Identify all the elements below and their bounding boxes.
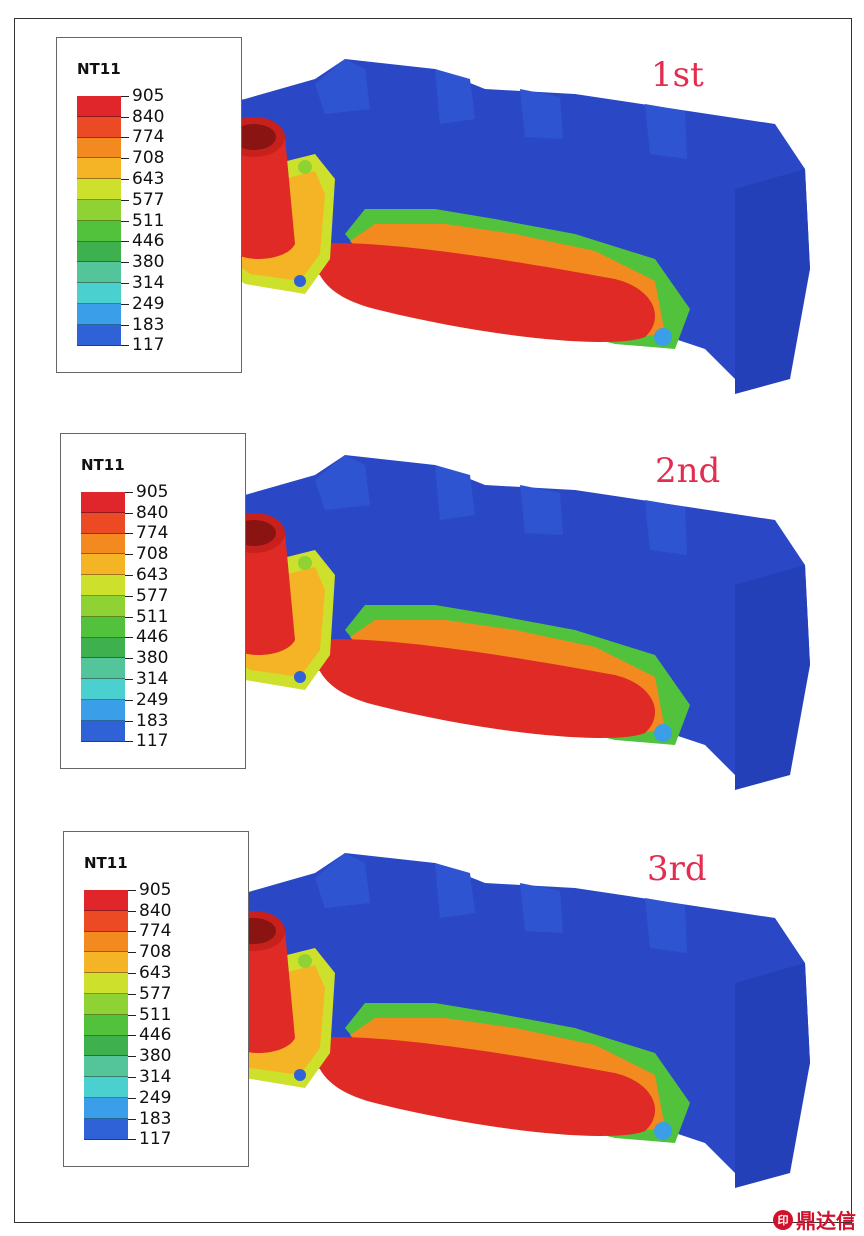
- legend-value: 511: [139, 1004, 172, 1025]
- legend-title: NT11: [81, 456, 125, 474]
- panel-2nd: NT11 905 840 774 708 643: [15, 415, 853, 815]
- legend-swatch: [77, 262, 121, 284]
- legend-value: 840: [136, 502, 169, 523]
- legend-title: NT11: [84, 854, 128, 872]
- legend-swatch: [84, 1118, 128, 1140]
- legend-swatch: [81, 699, 125, 721]
- legend-value: 905: [139, 879, 172, 900]
- legend-value: 117: [139, 1129, 172, 1150]
- legend-value: 643: [132, 169, 165, 190]
- legend-color-bar: [77, 96, 121, 346]
- legend-value: 840: [132, 106, 165, 127]
- legend-swatch: [84, 931, 128, 953]
- legend-value: 511: [136, 606, 169, 627]
- legend-swatch: [84, 1077, 128, 1098]
- legend-swatch: [84, 973, 128, 994]
- legend-swatch: [81, 616, 125, 638]
- legend-swatch: [84, 890, 128, 911]
- legend-swatch: [81, 658, 125, 680]
- legend-value: 380: [139, 1046, 172, 1067]
- legend-swatch: [81, 595, 125, 617]
- legend-swatch: [84, 1056, 128, 1078]
- legend-swatch: [84, 952, 128, 974]
- legend-value: 314: [139, 1067, 172, 1088]
- legend-swatch: [81, 554, 125, 576]
- legend-labels: 905 840 774 708 643 577 511 446 380 314 …: [128, 880, 171, 1150]
- legend-value: 117: [136, 731, 169, 752]
- legend-swatch: [77, 137, 121, 159]
- legend-value: 183: [132, 314, 165, 335]
- legend-swatch: [84, 1097, 128, 1119]
- legend-value: 774: [132, 127, 165, 148]
- legend-swatch: [77, 96, 121, 117]
- legend-value: 183: [139, 1108, 172, 1129]
- figure-frame: NT11 905 840 774 708 643: [14, 18, 852, 1223]
- legend-value: 708: [139, 942, 172, 963]
- legend-box: NT11 905 840 774 708 643: [56, 37, 242, 373]
- legend-value: 249: [136, 689, 169, 710]
- legend-value: 314: [136, 669, 169, 690]
- iteration-label: 3rd: [647, 849, 707, 889]
- legend-swatch: [81, 720, 125, 742]
- watermark-logo: 印 鼎达信: [773, 1205, 856, 1234]
- legend-swatch: [77, 303, 121, 325]
- legend-swatch: [81, 575, 125, 596]
- legend-swatch: [81, 637, 125, 659]
- legend-value: 577: [139, 983, 172, 1004]
- legend-swatch: [77, 179, 121, 200]
- legend-box: NT11 905 840 774 708 643: [60, 433, 246, 769]
- legend-swatch: [77, 116, 121, 138]
- legend-swatch: [77, 324, 121, 346]
- legend-swatch: [77, 220, 121, 242]
- seal-icon: 印: [773, 1209, 793, 1230]
- manifold-thermal-model: [195, 853, 810, 1188]
- legend-value: 905: [136, 481, 169, 502]
- legend-labels: 905 840 774 708 643 577 511 446 380 314 …: [125, 482, 168, 752]
- legend-value: 577: [132, 189, 165, 210]
- legend-value: 249: [139, 1087, 172, 1108]
- legend-value: 511: [132, 210, 165, 231]
- panel-1st: NT11 905 840 774 708 643: [15, 19, 853, 419]
- legend-value: 708: [136, 544, 169, 565]
- iteration-label: 2nd: [655, 451, 721, 491]
- panel-3rd: NT11 905 840 774 708 643: [15, 813, 853, 1213]
- iteration-label: 1st: [651, 55, 704, 95]
- legend-value: 774: [136, 523, 169, 544]
- legend-value: 643: [139, 963, 172, 984]
- legend-title: NT11: [77, 60, 121, 78]
- manifold-thermal-model: [195, 455, 810, 790]
- legend-value: 380: [132, 252, 165, 273]
- legend-swatch: [84, 1035, 128, 1057]
- legend-value: 643: [136, 565, 169, 586]
- legend-swatch: [77, 158, 121, 180]
- legend-value: 183: [136, 710, 169, 731]
- legend-swatch: [81, 492, 125, 513]
- legend-color-bar: [84, 890, 128, 1140]
- legend-value: 577: [136, 585, 169, 606]
- legend-value: 840: [139, 900, 172, 921]
- legend-value: 774: [139, 921, 172, 942]
- legend-swatch: [77, 283, 121, 304]
- legend-swatch: [81, 533, 125, 555]
- legend-swatch: [81, 512, 125, 534]
- legend-value: 314: [132, 273, 165, 294]
- legend-swatch: [84, 993, 128, 1015]
- legend-value: 905: [132, 85, 165, 106]
- legend-value: 446: [132, 231, 165, 252]
- legend-swatch: [84, 1014, 128, 1036]
- watermark-text: 鼎达信: [796, 1209, 856, 1233]
- legend-swatch: [77, 241, 121, 263]
- legend-value: 380: [136, 648, 169, 669]
- legend-value: 446: [136, 627, 169, 648]
- legend-box: NT11 905 840 774 708 643: [63, 831, 249, 1167]
- legend-color-bar: [81, 492, 125, 742]
- legend-swatch: [84, 910, 128, 932]
- legend-value: 249: [132, 293, 165, 314]
- legend-swatch: [81, 679, 125, 700]
- legend-value: 708: [132, 148, 165, 169]
- legend-value: 117: [132, 335, 165, 356]
- legend-value: 446: [139, 1025, 172, 1046]
- legend-labels: 905 840 774 708 643 577 511 446 380 314 …: [121, 86, 164, 356]
- legend-swatch: [77, 199, 121, 221]
